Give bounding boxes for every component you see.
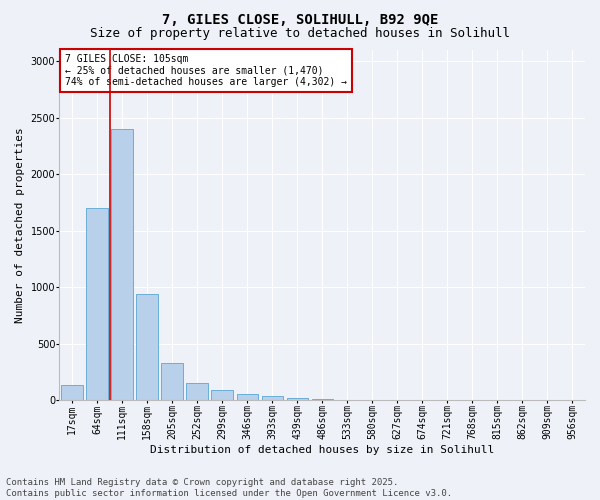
Text: 7, GILES CLOSE, SOLIHULL, B92 9QE: 7, GILES CLOSE, SOLIHULL, B92 9QE [162, 12, 438, 26]
Bar [161, 363, 183, 400]
Bar [236, 394, 258, 400]
Text: 7 GILES CLOSE: 105sqm
← 25% of detached houses are smaller (1,470)
74% of semi-d: 7 GILES CLOSE: 105sqm ← 25% of detached … [65, 54, 347, 86]
Y-axis label: Number of detached properties: Number of detached properties [15, 127, 25, 323]
Bar [112, 129, 133, 400]
X-axis label: Distribution of detached houses by size in Solihull: Distribution of detached houses by size … [150, 445, 494, 455]
Bar [262, 396, 283, 400]
Bar [61, 386, 83, 400]
Bar [287, 398, 308, 400]
Bar [86, 208, 107, 400]
Text: Size of property relative to detached houses in Solihull: Size of property relative to detached ho… [90, 28, 510, 40]
Bar [311, 399, 333, 400]
Bar [187, 383, 208, 400]
Text: Contains HM Land Registry data © Crown copyright and database right 2025.
Contai: Contains HM Land Registry data © Crown c… [6, 478, 452, 498]
Bar [136, 294, 158, 400]
Bar [211, 390, 233, 400]
